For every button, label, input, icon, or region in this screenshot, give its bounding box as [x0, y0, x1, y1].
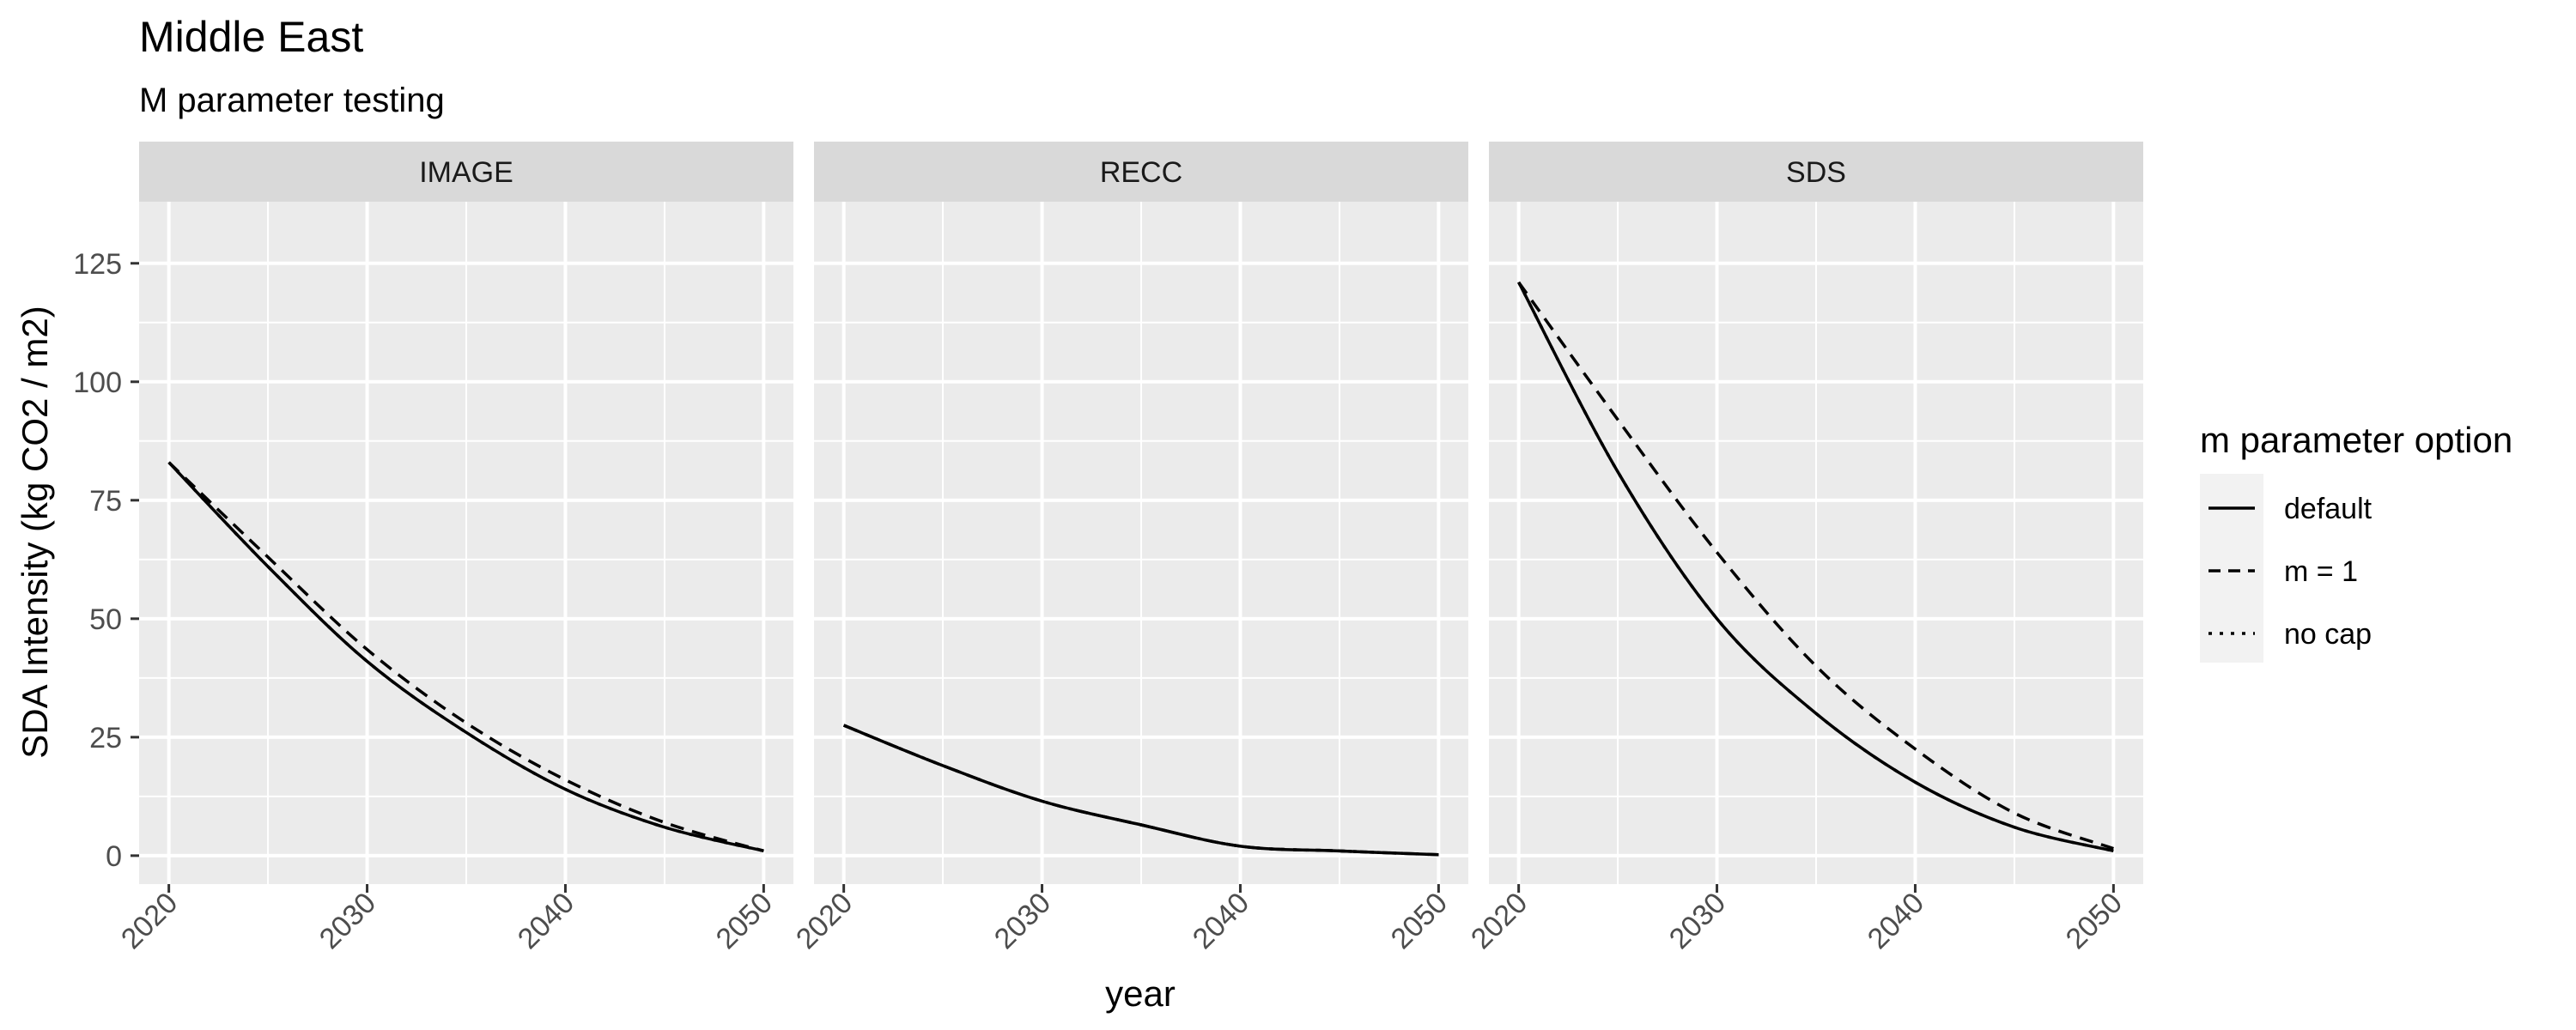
x-tick-label: 2030	[988, 887, 1057, 955]
y-tick-label: 25	[89, 722, 122, 754]
legend-label: m = 1	[2284, 555, 2358, 588]
x-tick-label: 2050	[710, 887, 779, 955]
y-tick-label: 0	[106, 840, 122, 873]
y-tick-label: 125	[73, 248, 122, 281]
facet-panel-image: IMAGE 2020 2030 2040 2050	[115, 142, 793, 955]
x-axis-title: year	[1105, 973, 1176, 1014]
x-tick-label: 2020	[1465, 887, 1534, 955]
legend-title: m parameter option	[2200, 420, 2512, 460]
x-tick-label: 2050	[1385, 887, 1454, 955]
y-tick-label: 50	[89, 603, 122, 636]
x-tick-label: 2020	[790, 887, 859, 955]
facet-strip-label: SDS	[1786, 156, 1846, 189]
legend-label: default	[2284, 493, 2372, 525]
x-tick-label: 2030	[313, 887, 382, 955]
series-line-m-1	[167, 461, 764, 853]
series-line-default	[167, 461, 764, 853]
legend-label: no cap	[2284, 618, 2372, 651]
series-line-m-1	[1517, 281, 2114, 851]
x-tick-label: 2040	[512, 887, 580, 955]
chart-subtitle: M parameter testing	[139, 82, 445, 119]
x-tick-label: 2020	[115, 887, 184, 955]
x-tick-label: 2030	[1663, 887, 1732, 955]
y-axis-title: SDA Intensity (kg CO2 / m2)	[15, 306, 55, 759]
facet-strip-label: IMAGE	[419, 156, 513, 189]
facet-strip	[139, 142, 793, 202]
facet-panel-recc: RECC 2020 2030 2040 2050	[790, 142, 1468, 955]
y-tick-label: 100	[73, 367, 122, 399]
y-axis-ticks: 0 25 50 75 100 125	[73, 248, 139, 873]
facet-panels: IMAGE 2020 2030 2040 2050 RECC 2020 2030 2040 205…	[115, 142, 2143, 955]
chart-title: Middle East	[139, 13, 363, 61]
x-tick-label: 2040	[1862, 887, 1930, 955]
legend-items: default m = 1 no cap	[2208, 493, 2372, 651]
series-line-default	[1517, 282, 2114, 853]
facet-strip	[814, 142, 1468, 202]
x-tick-label: 2050	[2060, 887, 2129, 955]
legend: m parameter option default m = 1 no cap	[2200, 420, 2512, 663]
legend-key-background	[2200, 474, 2263, 663]
x-tick-label: 2040	[1187, 887, 1255, 955]
facet-strip	[1489, 142, 2143, 202]
facet-strip-label: RECC	[1100, 156, 1182, 189]
series-line-default	[842, 724, 1439, 857]
facet-panel-sds: SDS 2020 2030 2040 2050	[1465, 142, 2143, 955]
y-tick-label: 75	[89, 485, 122, 518]
